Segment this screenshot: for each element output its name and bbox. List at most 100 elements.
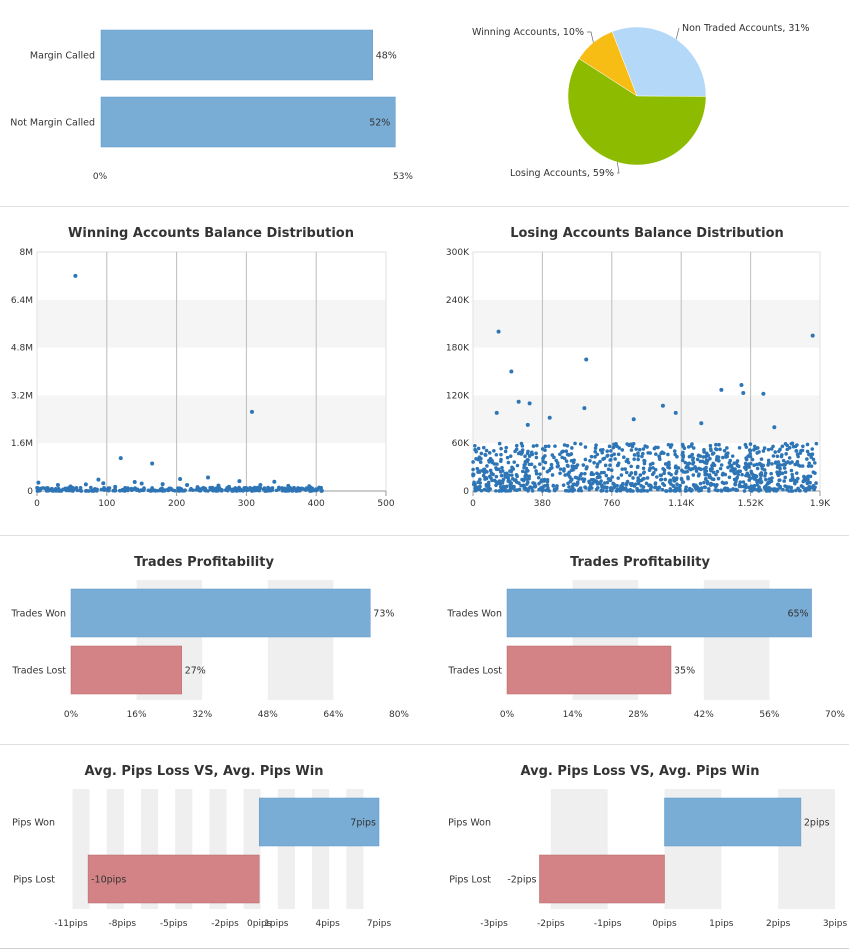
data-point: [799, 448, 803, 453]
data-point: [675, 482, 679, 487]
x-tick-label: 53%: [393, 172, 413, 182]
data-point: [758, 476, 763, 481]
leader-line: [675, 27, 680, 40]
data-point: [520, 450, 524, 455]
data-point: [755, 451, 759, 455]
data-point: [718, 447, 722, 452]
data-point: [554, 458, 559, 463]
data-point: [534, 469, 538, 473]
data-point: [258, 486, 263, 491]
data-point: [775, 454, 780, 459]
data-point: [595, 462, 600, 466]
data-point: [615, 483, 619, 488]
data-point: [99, 487, 104, 492]
data-point: [505, 455, 510, 460]
data-point: [507, 473, 511, 477]
data-point: [759, 457, 764, 461]
data-point: [213, 486, 218, 491]
x-tick-label: 48%: [258, 710, 278, 720]
data-point: [538, 462, 542, 466]
data-point: [87, 489, 91, 493]
data-point: [635, 486, 639, 491]
data-point: [499, 473, 504, 478]
data-point: [758, 488, 763, 492]
data-point: [569, 468, 574, 473]
data-point: [805, 449, 810, 454]
data-point: [263, 489, 267, 493]
data-point: [756, 479, 761, 484]
data-point: [73, 273, 78, 278]
data-point: [742, 489, 747, 493]
data-point: [211, 488, 215, 492]
grid-band: [37, 299, 386, 348]
bar: [258, 797, 380, 847]
data-point: [659, 473, 664, 477]
data-point: [625, 489, 630, 493]
data-point: [629, 448, 634, 452]
data-point: [680, 442, 685, 447]
data-point: [673, 452, 677, 457]
data-point: [502, 488, 507, 493]
data-point: [763, 477, 768, 482]
grid-band: [37, 395, 386, 444]
x-tick-label: 0: [470, 499, 476, 509]
data-point: [541, 466, 546, 470]
data-point: [499, 485, 503, 489]
data-point: [636, 464, 640, 469]
data-point: [189, 486, 193, 491]
data-point: [531, 444, 536, 448]
data-point: [101, 481, 106, 486]
data-label: 48%: [376, 51, 397, 62]
data-point: [716, 476, 721, 481]
data-label: 65%: [787, 609, 808, 620]
y-tick-label: 120K: [446, 391, 470, 401]
data-point: [226, 484, 231, 489]
data-point: [773, 450, 778, 454]
data-point: [576, 476, 581, 481]
data-point: [787, 445, 792, 450]
data-point: [478, 481, 482, 485]
data-point: [625, 457, 630, 462]
chart-title: Avg. Pips Loss VS, Avg. Pips Win: [521, 764, 760, 779]
data-point: [307, 484, 312, 489]
data-point: [756, 487, 760, 492]
data-point: [564, 488, 569, 493]
data-point: [120, 488, 124, 493]
data-point: [600, 450, 604, 455]
data-point: [724, 452, 729, 456]
losing-balance-scatter-chart: 0 380 760 1.14K 1.52K 1.9K 0 60K 120K 180K 240K 300…: [446, 248, 831, 509]
data-point: [179, 487, 184, 492]
data-point: [783, 470, 788, 475]
x-tick-label: 28%: [628, 710, 648, 720]
x-tick-label: -2pips: [537, 919, 565, 929]
data-point: [796, 476, 800, 481]
data-point: [637, 478, 642, 483]
data-point: [594, 479, 599, 484]
data-point: [790, 489, 795, 493]
data-point: [608, 463, 612, 468]
data-point: [675, 488, 679, 492]
x-tick-label: -8pips: [109, 919, 137, 929]
data-point: [563, 473, 567, 477]
data-point: [525, 482, 529, 486]
data-point: [573, 441, 577, 446]
x-tick-label: 1.14K: [668, 499, 695, 509]
data-point: [707, 489, 711, 493]
data-point: [485, 464, 489, 468]
data-point: [701, 455, 706, 459]
data-point: [79, 489, 84, 493]
data-point: [691, 473, 696, 477]
data-point: [142, 486, 146, 490]
bar: [100, 96, 396, 148]
data-point: [552, 487, 557, 492]
data-point: [478, 460, 483, 464]
data-point: [704, 461, 709, 466]
data-point: [766, 458, 771, 463]
data-point: [542, 484, 547, 488]
pie-slice: [611, 26, 707, 97]
category-label: Trades Lost: [11, 666, 66, 677]
data-point: [659, 477, 664, 482]
data-point: [686, 475, 690, 479]
data-point: [533, 484, 538, 489]
data-point: [711, 470, 716, 475]
